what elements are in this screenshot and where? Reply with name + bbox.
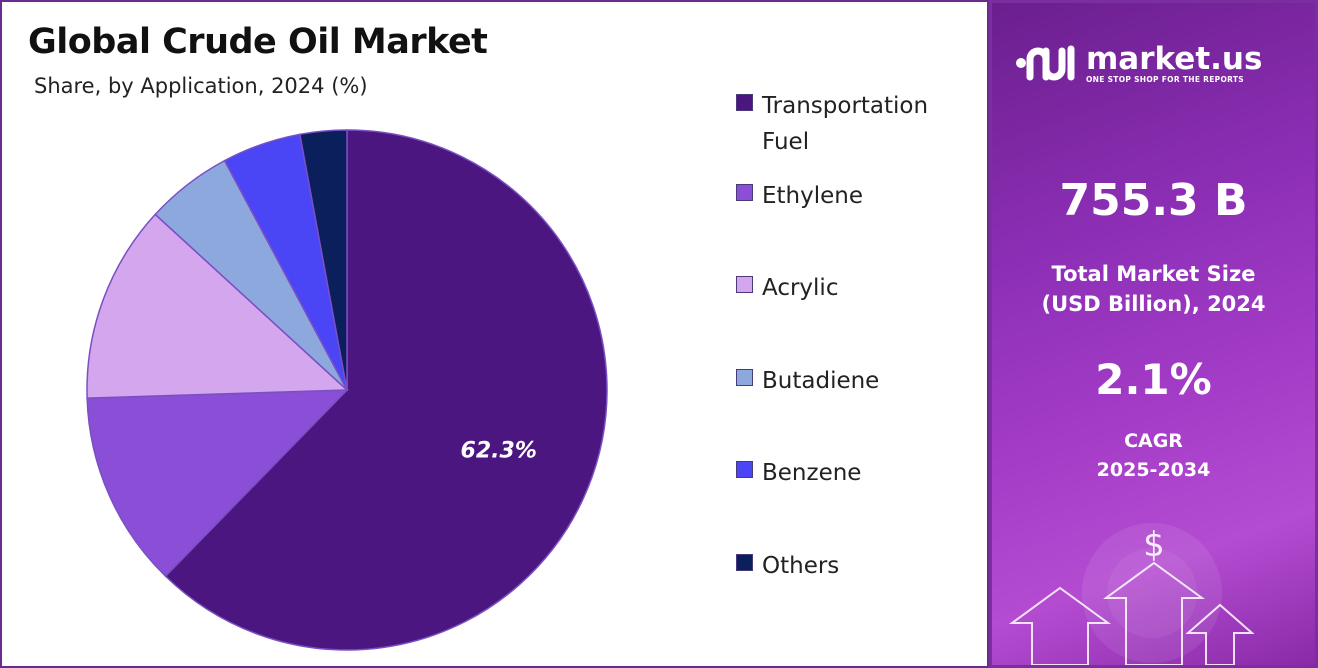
chart-title: Global Crude Oil Market	[28, 22, 488, 62]
cagr-value: 2.1%	[1095, 355, 1212, 404]
legend-item: Transportation Fuel	[736, 88, 962, 160]
legend-label: Others	[762, 553, 840, 579]
market-size-value: 755.3 B	[1059, 175, 1248, 226]
brand: market.us ONE STOP SHOP FOR THE REPORTS	[1014, 41, 1262, 85]
market-size-label: Total Market Size (USD Billion), 2024	[992, 259, 1315, 319]
pie-slice-ethylene	[86, 389, 349, 578]
cagr-label-line2: 2025-2034	[1096, 459, 1211, 481]
legend-item: Benzene	[736, 455, 962, 491]
pie-slice-acrylic	[86, 213, 349, 399]
pie-slice-transportation-fuel	[164, 129, 608, 651]
chart-subtitle: Share, by Application, 2024 (%)	[34, 74, 368, 98]
legend-item: Acrylic	[736, 270, 962, 306]
legend-item: Others	[736, 548, 962, 584]
legend-swatch	[736, 369, 753, 386]
pie-chart: 62.3%	[86, 129, 608, 651]
legend-label: Benzene	[762, 460, 862, 486]
market-size-label-line1: Total Market Size	[1051, 262, 1256, 286]
legend-label: Acrylic	[762, 275, 839, 301]
brand-name: market.us	[1086, 40, 1263, 77]
legend-swatch	[736, 94, 753, 111]
market-size-label-line2: (USD Billion), 2024	[1041, 292, 1266, 316]
legend-swatch	[736, 184, 753, 201]
legend-label: Ethylene	[762, 183, 864, 209]
legend-swatch	[736, 276, 753, 293]
cagr-label-line1: CAGR	[1124, 430, 1183, 452]
market-us-logo-icon	[1016, 45, 1075, 81]
pie-slice-others	[299, 129, 348, 391]
data-label-transportation-fuel: 62.3%	[461, 439, 537, 464]
legend-label: Butadiene	[762, 368, 880, 394]
dollar-icon: $	[1143, 525, 1165, 565]
chart-panel: Global Crude Oil Market Share, by Applic…	[0, 0, 989, 668]
legend-swatch	[736, 461, 753, 478]
legend-item: Ethylene	[736, 178, 962, 214]
background-decoration: $	[1008, 523, 1255, 665]
legend-swatch	[736, 554, 753, 571]
cagr-label: CAGR 2025-2034	[992, 427, 1315, 485]
legend-item: Butadiene	[736, 363, 962, 399]
legend-label: Transportation Fuel	[762, 93, 929, 155]
info-panel: $ market.us ONE STOP SHOP FOR THE REPORT…	[989, 0, 1318, 668]
brand-tagline: ONE STOP SHOP FOR THE REPORTS	[1086, 74, 1244, 84]
